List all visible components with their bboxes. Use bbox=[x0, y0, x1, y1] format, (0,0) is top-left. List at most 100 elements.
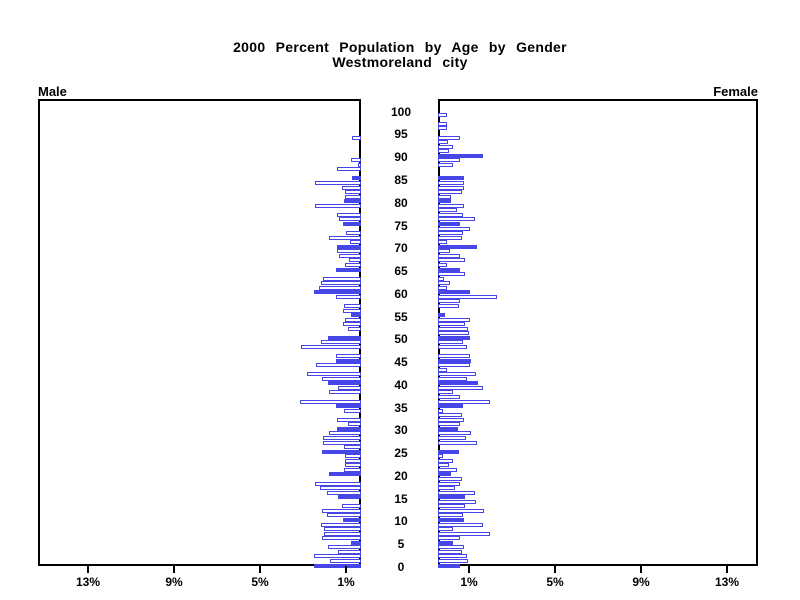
female-bar-age-92 bbox=[438, 144, 453, 149]
female-bar-age-45 bbox=[438, 358, 471, 363]
male-bar-age-1 bbox=[330, 558, 361, 563]
male-axis-tick-9% bbox=[173, 566, 175, 573]
female-bar-age-40 bbox=[438, 381, 478, 386]
male-bar-age-39 bbox=[338, 385, 361, 390]
female-bar-age-9 bbox=[438, 522, 483, 527]
male-bar-age-5 bbox=[351, 540, 361, 545]
male-bar-age-22 bbox=[345, 463, 361, 468]
male-bar-age-24 bbox=[345, 454, 361, 459]
female-bar-age-21 bbox=[438, 467, 457, 472]
male-bar-age-67 bbox=[349, 258, 361, 263]
female-axis-tick-13% bbox=[726, 566, 728, 573]
male-bar-age-55 bbox=[351, 313, 361, 318]
age-tick-label-75: 75 bbox=[394, 218, 408, 233]
male-axis-tick-label-1%: 1% bbox=[337, 575, 355, 589]
female-bar-age-85 bbox=[438, 176, 464, 181]
female-axis-tick-label-5%: 5% bbox=[546, 575, 564, 589]
age-tick-label-10: 10 bbox=[394, 514, 408, 529]
male-bar-age-88 bbox=[358, 162, 361, 167]
age-tick-label-90: 90 bbox=[394, 150, 408, 165]
male-bar-age-27 bbox=[323, 440, 361, 445]
female-bar-age-69 bbox=[438, 249, 450, 254]
male-bar-age-28 bbox=[323, 436, 361, 441]
female-bar-age-19 bbox=[438, 476, 462, 481]
female-bar-age-61 bbox=[438, 285, 447, 290]
male-bar-age-2 bbox=[314, 554, 361, 559]
female-bar-age-91 bbox=[438, 149, 449, 154]
male-bar-age-77 bbox=[337, 212, 361, 217]
female-bar-age-2 bbox=[438, 554, 467, 559]
male-bar-age-7 bbox=[324, 531, 361, 536]
male-bar-age-23 bbox=[345, 458, 361, 463]
title-block: 2000 Percent Population by Age by Gender… bbox=[0, 40, 800, 70]
age-tick-label-40: 40 bbox=[394, 377, 408, 392]
male-axis-tick-1% bbox=[345, 566, 347, 573]
male-bar-age-32 bbox=[337, 417, 361, 422]
female-bar-age-32 bbox=[438, 417, 464, 422]
female-bar-age-13 bbox=[438, 504, 465, 509]
female-bar-age-74 bbox=[438, 226, 470, 231]
female-bar-age-33 bbox=[438, 413, 462, 418]
female-bar-age-34 bbox=[438, 408, 443, 413]
male-bar-age-34 bbox=[344, 408, 361, 413]
male-axis-tick-5% bbox=[259, 566, 261, 573]
male-bar-age-38 bbox=[329, 390, 361, 395]
female-bar-age-29 bbox=[438, 431, 471, 436]
male-bar-age-30 bbox=[337, 426, 361, 431]
male-bar-age-57 bbox=[344, 303, 361, 308]
female-bar-age-35 bbox=[438, 404, 463, 409]
male-bar-age-31 bbox=[348, 422, 361, 427]
male-bar-age-3 bbox=[338, 549, 361, 554]
female-axis-tick-label-13%: 13% bbox=[714, 575, 740, 589]
age-tick-label-60: 60 bbox=[394, 286, 408, 301]
male-bar-age-60 bbox=[314, 290, 361, 295]
male-axis-tick-label-9%: 9% bbox=[165, 575, 183, 589]
male-bar-age-63 bbox=[323, 276, 361, 281]
female-bar-age-27 bbox=[438, 440, 477, 445]
female-bar-age-41 bbox=[438, 376, 467, 381]
male-bar-age-11 bbox=[327, 513, 361, 518]
female-bar-age-65 bbox=[438, 267, 460, 272]
male-bar-age-76 bbox=[339, 217, 361, 222]
male-bar-age-80 bbox=[344, 199, 361, 204]
female-bar-age-62 bbox=[438, 281, 450, 286]
female-bar-age-80 bbox=[438, 199, 451, 204]
male-panel bbox=[38, 99, 361, 568]
female-bar-age-36 bbox=[438, 399, 490, 404]
female-bar-age-81 bbox=[438, 194, 451, 199]
male-bar-age-84 bbox=[315, 181, 361, 186]
male-bar-age-35 bbox=[336, 404, 361, 409]
male-bar-age-56 bbox=[343, 308, 361, 313]
female-bar-age-5 bbox=[438, 540, 453, 545]
female-bar-age-37 bbox=[438, 395, 460, 400]
male-bar-age-15 bbox=[338, 495, 361, 500]
female-bar-age-20 bbox=[438, 472, 451, 477]
male-bar-age-68 bbox=[339, 253, 361, 258]
female-bar-age-12 bbox=[438, 508, 484, 513]
male-bar-age-17 bbox=[320, 486, 361, 491]
age-tick-label-100: 100 bbox=[390, 104, 412, 119]
female-bar-age-48 bbox=[438, 344, 467, 349]
female-bar-age-59 bbox=[438, 294, 497, 299]
male-bar-age-73 bbox=[346, 231, 361, 236]
male-bar-age-72 bbox=[329, 235, 361, 240]
female-bar-age-8 bbox=[438, 527, 453, 532]
female-bar-age-66 bbox=[438, 263, 447, 267]
male-bar-age-48 bbox=[301, 344, 361, 349]
male-bar-age-12 bbox=[322, 508, 361, 513]
female-bar-age-30 bbox=[438, 426, 458, 431]
male-bar-age-46 bbox=[336, 354, 361, 359]
female-axis-tick-1% bbox=[468, 566, 470, 573]
male-bar-age-94 bbox=[352, 135, 361, 140]
female-bar-age-52 bbox=[438, 326, 468, 331]
female-bar-age-72 bbox=[438, 235, 462, 240]
male-bar-age-69 bbox=[337, 249, 361, 254]
female-bar-age-67 bbox=[438, 258, 465, 263]
female-bar-age-57 bbox=[438, 303, 459, 308]
female-bar-age-0 bbox=[438, 563, 460, 568]
female-bar-age-75 bbox=[438, 222, 460, 227]
male-bar-age-0 bbox=[314, 563, 361, 568]
male-bar-age-61 bbox=[319, 285, 361, 290]
female-bar-age-58 bbox=[438, 299, 460, 304]
male-axis-tick-label-5%: 5% bbox=[251, 575, 269, 589]
